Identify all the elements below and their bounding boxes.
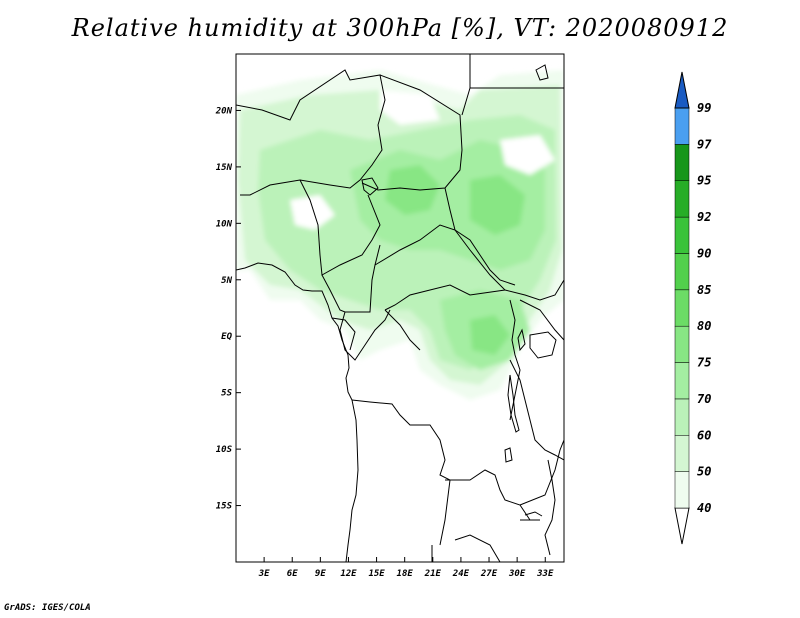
lat-tick-label: 5N bbox=[221, 276, 232, 286]
plot-frame bbox=[235, 53, 565, 563]
lon-tick-label: 3E bbox=[258, 569, 270, 579]
lon-tick-label: 21E bbox=[424, 569, 442, 579]
colorbar-segment bbox=[674, 253, 690, 291]
border-nigeria bbox=[299, 179, 381, 276]
lon-tick-label: 6E bbox=[287, 569, 298, 579]
border-zambia bbox=[445, 469, 531, 521]
humidity-shading bbox=[236, 70, 564, 400]
lake-albert bbox=[517, 328, 526, 352]
colorbar-min-arrow bbox=[674, 507, 690, 545]
coastline-west bbox=[236, 262, 359, 562]
border-niger bbox=[361, 74, 463, 191]
rh-band-75b bbox=[470, 175, 525, 235]
lake-tanganyika bbox=[507, 374, 520, 433]
colorbar-label: 70 bbox=[697, 392, 711, 406]
lon-tick-label: 27E bbox=[480, 569, 498, 579]
dry-patch-sudan bbox=[500, 135, 555, 175]
lon-tick-label: 24E bbox=[452, 569, 470, 579]
colorbar-segment bbox=[674, 216, 690, 254]
colorbar-segment bbox=[674, 471, 690, 509]
colorbar-max-arrow bbox=[674, 71, 690, 109]
colorbar-segment bbox=[674, 289, 690, 327]
colorbar-label: 60 bbox=[697, 428, 711, 442]
lake-nasser bbox=[535, 64, 549, 81]
colorbar-segment bbox=[674, 180, 690, 218]
humidity-field bbox=[236, 70, 564, 400]
border-cameroon bbox=[321, 244, 381, 313]
rh-band-75 bbox=[385, 165, 440, 215]
colorbar-segment bbox=[674, 107, 690, 145]
border-malawi bbox=[544, 459, 556, 556]
border-drc-angola bbox=[351, 399, 451, 546]
map-title: Relative humidity at 300hPa [%], VT: 202… bbox=[71, 14, 729, 42]
lat-tick-label: 20N bbox=[215, 106, 233, 116]
lat-tick-label: 5S bbox=[221, 389, 232, 399]
dry-patch-sahel bbox=[290, 195, 335, 230]
border-tanzania bbox=[509, 359, 564, 461]
colorbar-label: 80 bbox=[697, 319, 711, 333]
colorbar-label: 90 bbox=[697, 246, 711, 260]
lon-tick-label: 15E bbox=[368, 569, 385, 579]
lat-tick-label: 10S bbox=[216, 445, 233, 455]
rh-band-75c bbox=[470, 315, 510, 355]
colorbar-label: 97 bbox=[697, 137, 712, 151]
lat-tick-label: 15N bbox=[216, 163, 233, 173]
colorbar-label: 50 bbox=[697, 465, 711, 479]
lake-victoria bbox=[529, 331, 557, 359]
credit-text: GrADS: IGES/COLA bbox=[4, 603, 91, 613]
colorbar-label: 85 bbox=[697, 283, 711, 297]
border-gabon bbox=[331, 317, 356, 351]
border-congo bbox=[339, 309, 391, 361]
lake-mweru bbox=[504, 447, 513, 463]
lon-tick-label: 30E bbox=[508, 569, 526, 579]
lat-tick-label: EQ bbox=[221, 332, 232, 342]
latitude-axis: 20N 15N 10N 5N EQ 5S 10S 15S bbox=[215, 106, 241, 512]
longitude-axis: 3E 6E 9E 12E 15E 18E 21E 24E 27E 30E 33E bbox=[258, 557, 554, 579]
border-south bbox=[431, 534, 501, 562]
border-car bbox=[374, 224, 507, 311]
colorbar-label: 40 bbox=[697, 501, 711, 515]
lon-tick-label: 18E bbox=[397, 569, 414, 579]
colorbar-segment bbox=[674, 435, 690, 472]
border-east bbox=[519, 299, 564, 341]
border-sudan-south bbox=[504, 279, 564, 301]
border-sudan-west bbox=[461, 87, 471, 116]
colorbar-segment bbox=[674, 398, 690, 436]
country-borders bbox=[236, 54, 564, 562]
lat-tick-label: 15S bbox=[216, 502, 233, 512]
colorbar-label: 92 bbox=[697, 210, 711, 224]
colorbar-segment bbox=[674, 362, 690, 400]
lon-tick-label: 33E bbox=[536, 569, 554, 579]
lon-tick-label: 12E bbox=[340, 569, 357, 579]
dry-patch-north bbox=[380, 90, 440, 125]
colorbar-label: 99 bbox=[697, 101, 711, 115]
border-mozambique bbox=[519, 439, 564, 506]
lake-malawi bbox=[520, 511, 543, 521]
lon-tick-label: 9E bbox=[315, 569, 326, 579]
border-chad-east bbox=[444, 187, 516, 286]
border-mali bbox=[236, 69, 386, 196]
colorbar-label: 75 bbox=[697, 356, 711, 370]
lat-tick-label: 10N bbox=[216, 219, 233, 229]
colorbar-segment bbox=[674, 325, 690, 363]
colorbar: 40 50 60 70 75 80 85 90 92 95 97 99 bbox=[674, 71, 712, 545]
colorbar-label: 95 bbox=[697, 174, 711, 188]
border-great-lakes bbox=[509, 299, 521, 421]
border-drc-north bbox=[384, 309, 421, 351]
lake-chad bbox=[361, 177, 379, 196]
colorbar-segment bbox=[674, 144, 690, 181]
